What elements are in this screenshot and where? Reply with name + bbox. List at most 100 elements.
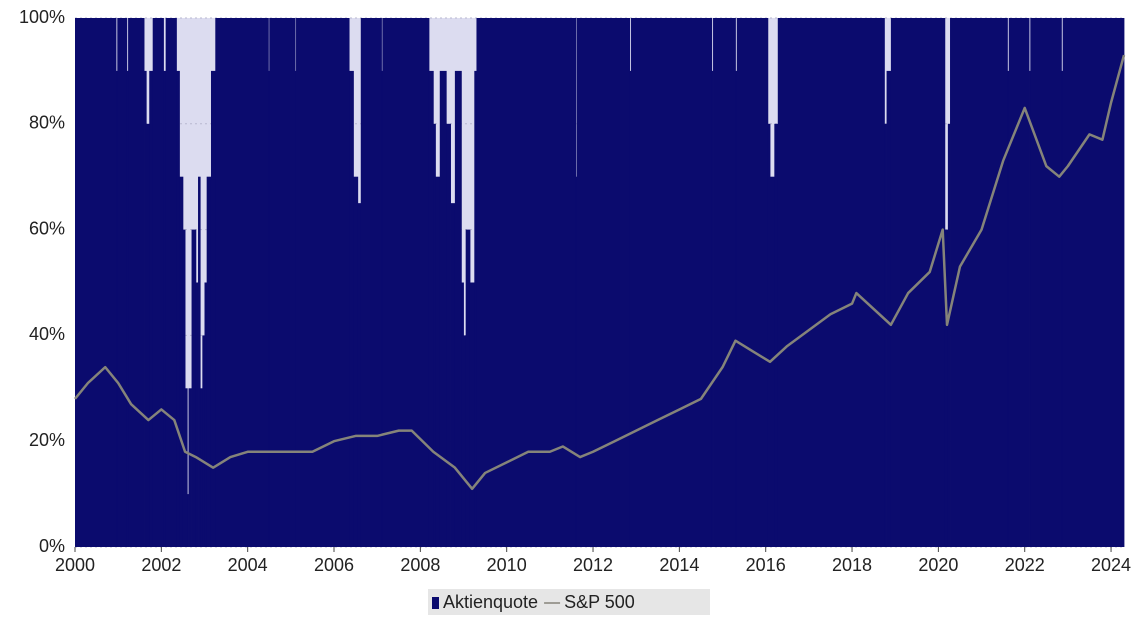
area-step (185, 388, 188, 547)
area-step (428, 70, 434, 548)
area-step (450, 203, 456, 547)
area-step (446, 123, 451, 548)
area-step (128, 18, 145, 547)
area-step (576, 18, 631, 547)
x-tick-label: 2016 (746, 555, 786, 575)
x-tick-label: 2002 (141, 555, 181, 575)
area-step (215, 18, 269, 547)
y-tick-label: 40% (29, 324, 65, 344)
area-step (774, 123, 779, 548)
area-step (146, 123, 150, 548)
area-step (575, 176, 578, 547)
area-step (200, 388, 203, 547)
area-step (950, 18, 1008, 547)
area-step (152, 18, 164, 547)
area-step (204, 282, 208, 547)
area-step (381, 70, 383, 548)
y-tick-label: 20% (29, 430, 65, 450)
area-step (439, 70, 447, 548)
area-step (126, 70, 129, 548)
area-step (116, 70, 118, 548)
x-tick-label: 2012 (573, 555, 613, 575)
area-step (188, 388, 192, 547)
area-step (1029, 70, 1031, 548)
area-step (202, 335, 205, 547)
area-step (433, 123, 436, 548)
area-step (191, 229, 197, 547)
area-step (182, 229, 186, 547)
area-step (465, 229, 471, 547)
x-tick-label: 2018 (832, 555, 872, 575)
area-step (454, 70, 462, 548)
area-step (770, 176, 775, 547)
x-tick-label: 2000 (55, 555, 95, 575)
line (74, 54, 1126, 491)
area-step (165, 18, 177, 547)
area-step (631, 18, 713, 547)
area-step (476, 18, 577, 547)
area-step (1062, 18, 1125, 547)
area-step (149, 70, 154, 548)
area-step (195, 282, 199, 547)
area-step (382, 18, 430, 547)
x-tick-label: 2024 (1091, 555, 1131, 575)
legend-swatch (432, 597, 439, 609)
area-step (144, 70, 147, 548)
area-step (886, 70, 892, 548)
area-step (198, 176, 201, 547)
area-step (463, 335, 467, 547)
area-step (435, 176, 441, 547)
legend-label: S&P 500 (564, 592, 635, 612)
area-step (117, 18, 128, 547)
area-step (179, 176, 184, 547)
area-step (163, 70, 167, 548)
area-step (777, 18, 885, 547)
area-step (629, 70, 632, 548)
y-tick-label: 60% (29, 218, 65, 238)
x-tick-label: 2010 (487, 555, 527, 575)
x-tick-label: 2014 (659, 555, 699, 575)
area-step (206, 176, 212, 547)
x-tick-label: 2022 (1005, 555, 1045, 575)
area-step (296, 18, 350, 547)
line-layer (74, 54, 1126, 491)
y-tick-label: 100% (19, 7, 65, 27)
axes: 0% 20% 40% 60% 80% 100% 2000 2002 2004 2006 2008 20… (19, 7, 1131, 575)
area-step (1030, 18, 1062, 547)
area-step (474, 70, 477, 548)
area-step (75, 18, 117, 547)
x-tick-label: 2020 (918, 555, 958, 575)
legend: Aktienquote S&P 500 (432, 592, 635, 612)
area-step (210, 70, 216, 548)
area-step (353, 176, 359, 547)
area-step (944, 229, 949, 547)
area-step (1061, 70, 1064, 548)
y-tick-label: 80% (29, 113, 65, 133)
area-step (713, 18, 736, 547)
legend-background (428, 589, 710, 615)
area-layer (75, 18, 1125, 548)
area-step (176, 70, 180, 548)
area-step (1007, 70, 1010, 548)
legend-label: Aktienquote (443, 592, 538, 612)
area-step (268, 70, 270, 548)
area-step (469, 282, 475, 547)
x-tick-label: 2006 (314, 555, 354, 575)
x-tick-label: 2008 (400, 555, 440, 575)
area-step (947, 123, 951, 548)
area-step (735, 70, 738, 548)
area-step (767, 123, 771, 548)
area-step (349, 70, 354, 548)
area-step (1008, 18, 1030, 547)
x-tick-label: 2004 (228, 555, 268, 575)
area-step (461, 282, 464, 547)
area-step (360, 18, 382, 547)
area-step (884, 123, 887, 548)
area-step (736, 18, 769, 547)
area-step (269, 18, 296, 547)
area-step (187, 494, 189, 547)
area-step (357, 203, 362, 547)
area-step (711, 70, 714, 548)
y-tick-label: 0% (39, 536, 65, 556)
